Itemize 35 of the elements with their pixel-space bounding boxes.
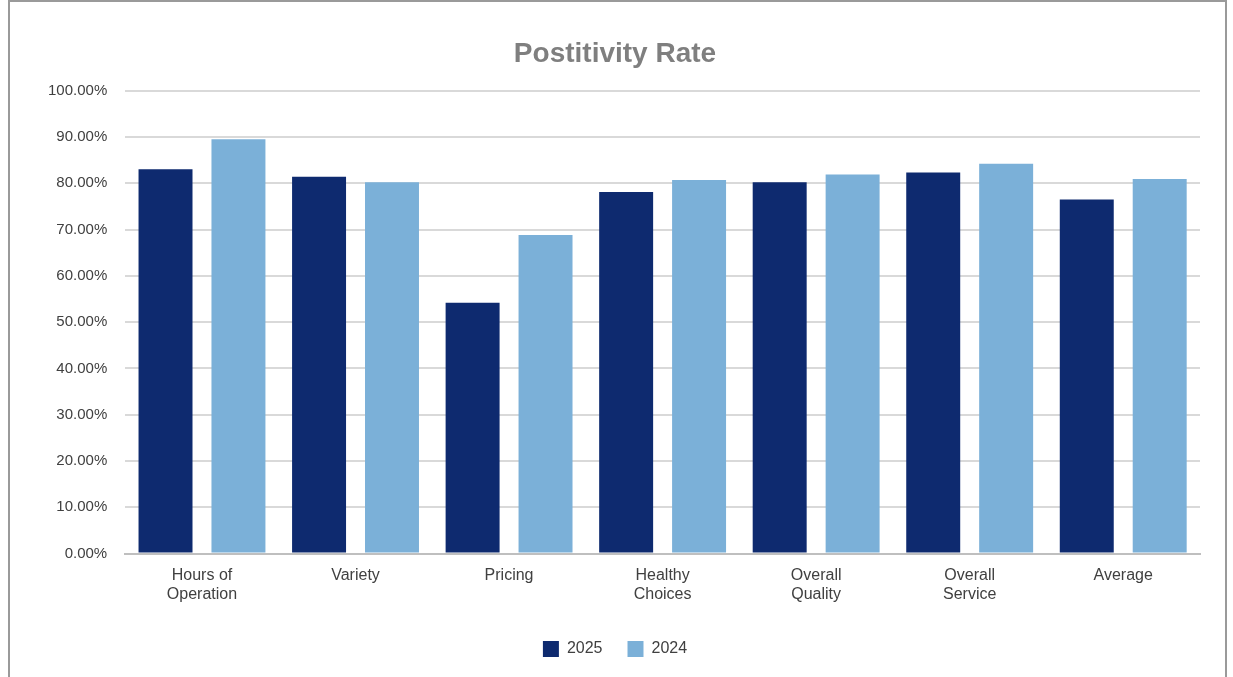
- bar: [825, 174, 880, 553]
- y-tick-label: 50.00%: [56, 312, 108, 330]
- bar: [445, 302, 500, 553]
- bar: [752, 182, 807, 553]
- bar: [906, 172, 961, 553]
- x-tick-label: Healthy Choices: [633, 565, 692, 602]
- bar: [1059, 199, 1114, 553]
- y-tick-label: 0.00%: [64, 543, 108, 561]
- y-tick-label: 70.00%: [56, 219, 108, 237]
- x-tick-label: Hours of Operation: [166, 565, 238, 602]
- legend-label: 2024: [651, 639, 688, 657]
- x-tick-label: Overall Service: [943, 565, 997, 602]
- y-tick-label: 90.00%: [56, 127, 108, 145]
- y-tick-label: 100.00%: [48, 80, 108, 98]
- bar: [672, 179, 727, 553]
- bar: [1132, 179, 1187, 553]
- y-tick-label: 80.00%: [56, 173, 108, 191]
- bar: [211, 139, 266, 553]
- bar: [599, 192, 654, 553]
- bar: [365, 182, 419, 553]
- y-tick-label: 10.00%: [56, 497, 108, 515]
- y-tick-label: 60.00%: [56, 265, 108, 283]
- bar: [518, 235, 573, 553]
- x-tick-label: Variety: [331, 565, 380, 583]
- x-tick-label: Overall Quality: [790, 565, 842, 602]
- bar: [979, 163, 1034, 553]
- x-tick-label: Average: [1093, 565, 1153, 583]
- chart-title: Postitivity Rate: [513, 36, 717, 68]
- bar: [292, 176, 347, 553]
- y-tick-label: 40.00%: [56, 358, 108, 376]
- legend-label: 2025: [566, 639, 603, 657]
- x-tick-label: Pricing: [484, 565, 534, 583]
- y-tick-label: 20.00%: [56, 451, 108, 469]
- bar: [138, 169, 193, 553]
- y-tick-label: 30.00%: [56, 404, 108, 422]
